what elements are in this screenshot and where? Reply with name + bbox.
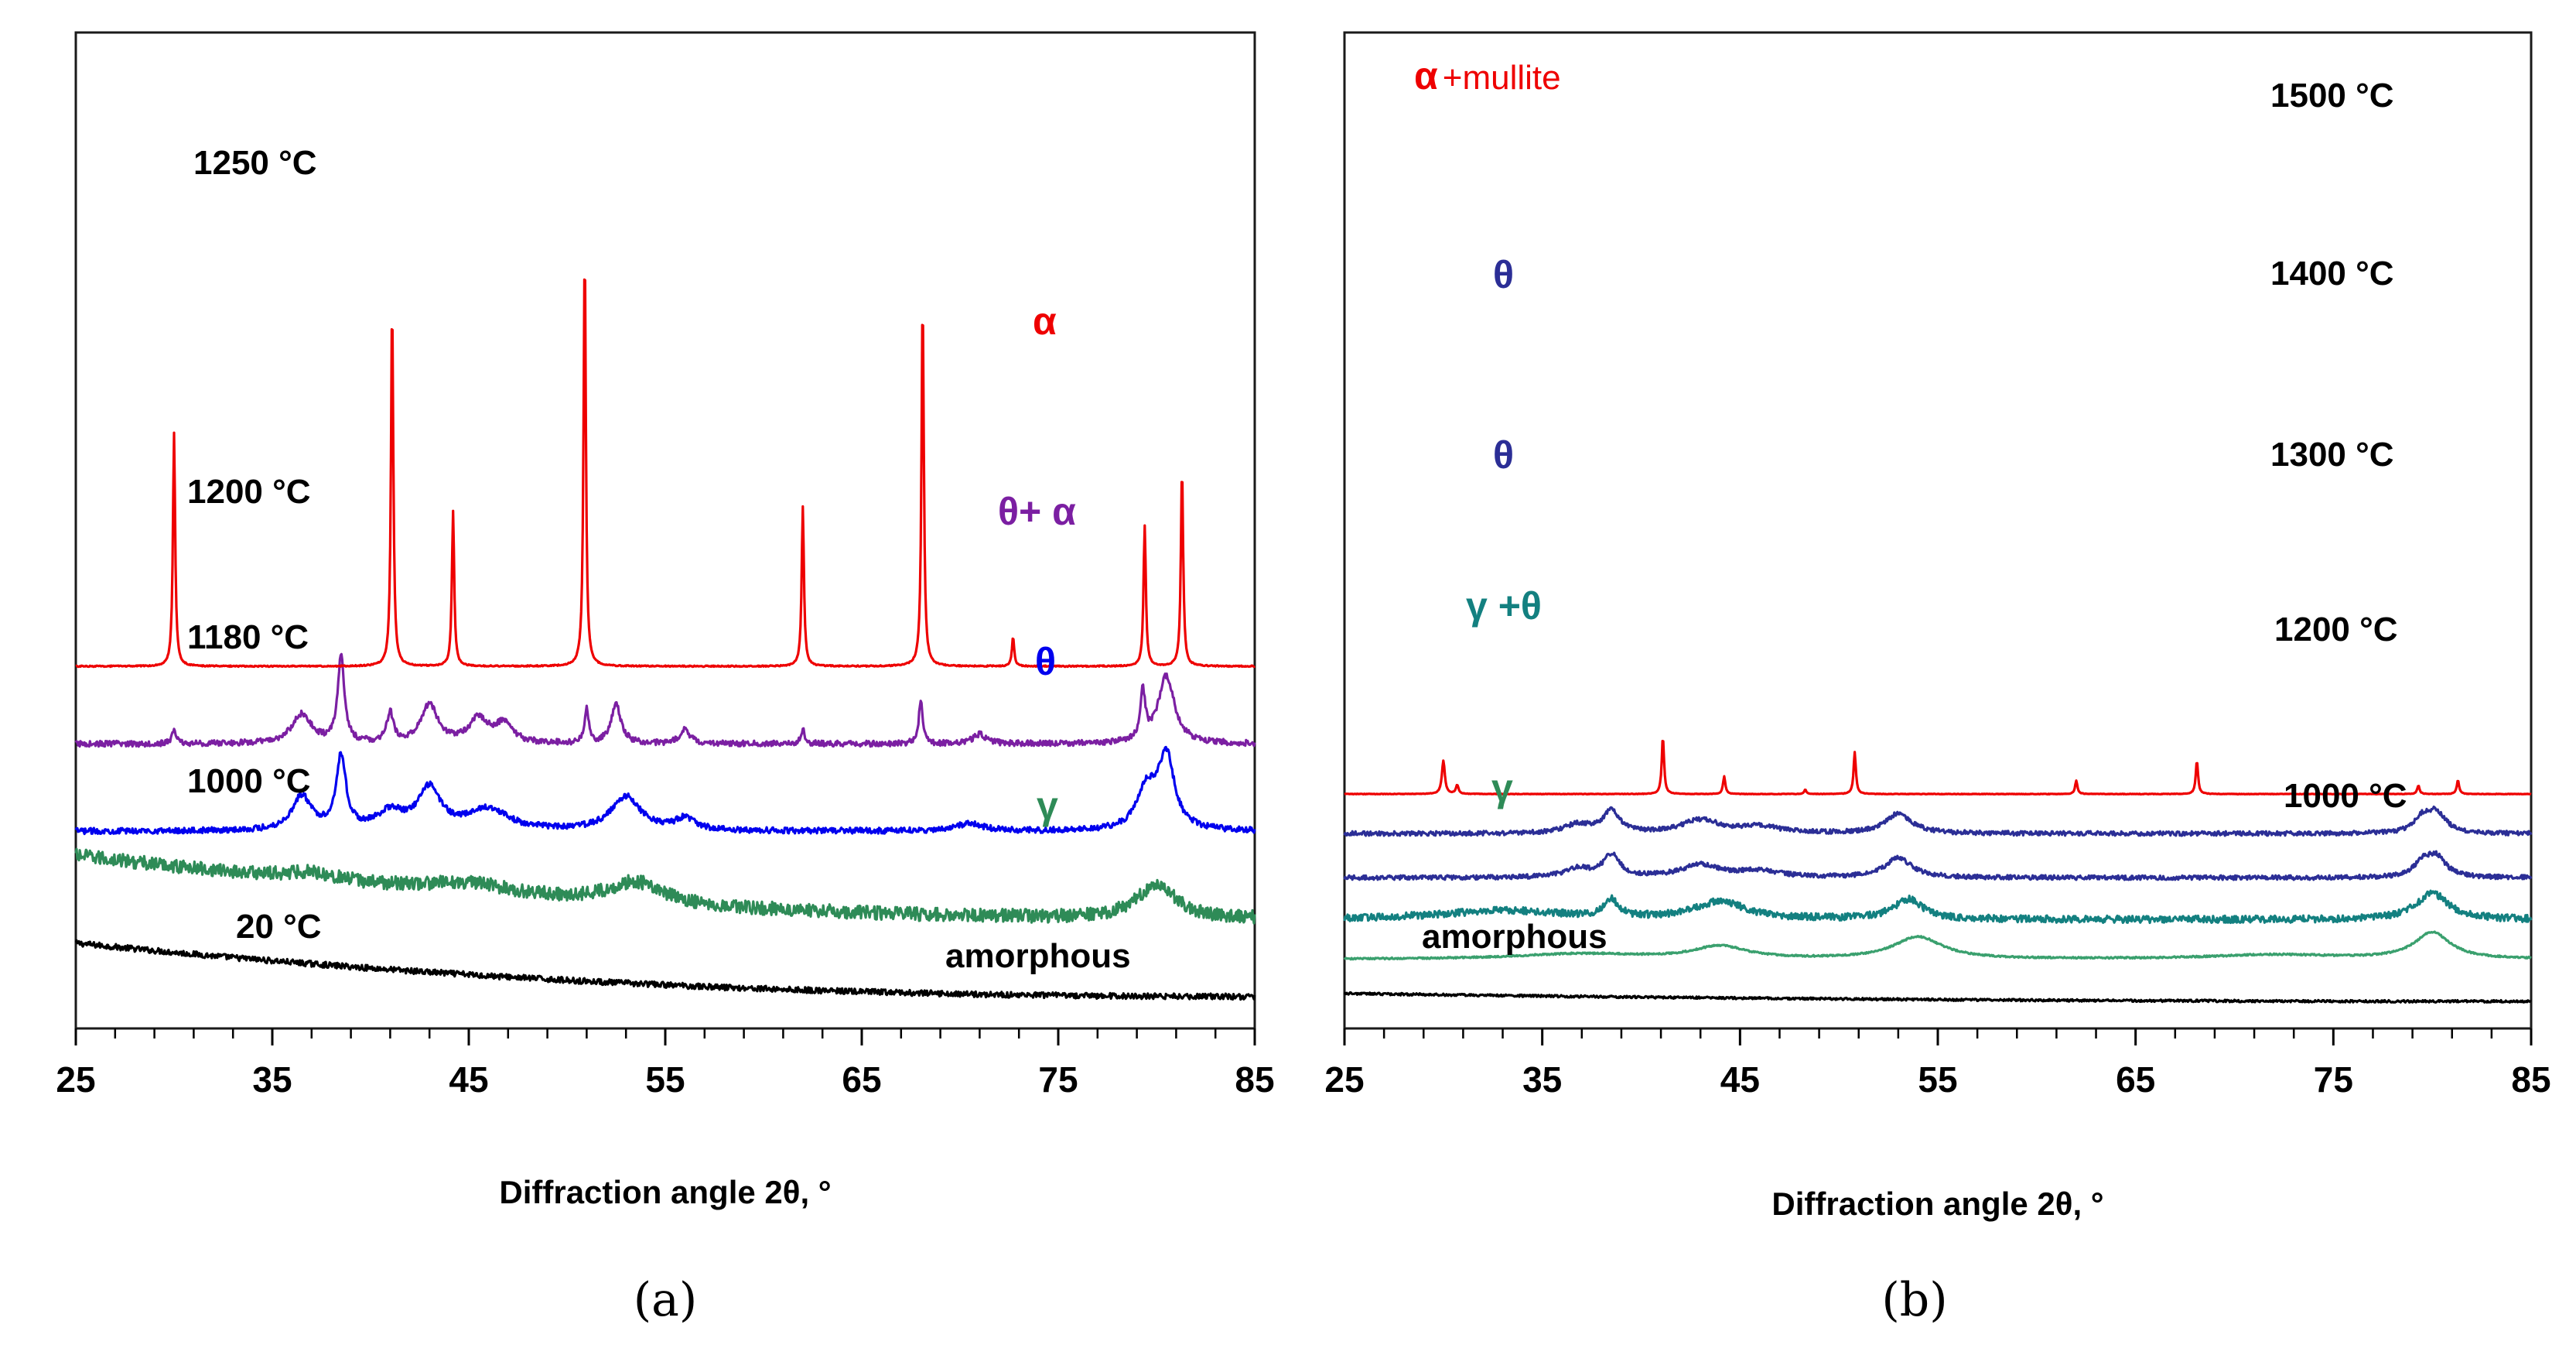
panel-a-phase-amorphous: amorphous [945,937,1131,975]
panel-a-label-1180: 1180 °C [187,618,309,656]
panel-a-label-1250: 1250 °C [193,144,316,182]
panel-a-x-tick-label: 55 [645,1059,685,1100]
panel-b-trace-1400-c [1343,806,2533,837]
panel-b-x-tick-label: 45 [1720,1059,1760,1100]
panel-b-x-tick-label: 55 [1918,1059,1957,1100]
panel-a-x-tick-label: 35 [252,1059,292,1100]
panel-b-x-axis-title: Diffraction angle 2θ, ° [1771,1186,2103,1222]
panel-a-label-20: 20 °C [236,908,322,946]
panel-a-label-1200: 1200 °C [187,473,310,511]
panel-b-label-1200: 1200 °C [2274,611,2397,648]
panel-a-phase-gamma: γ [1037,784,1058,827]
panel-b-label-1500: 1500 °C [2270,77,2393,115]
panel-a-trace-1250-c [75,278,1256,669]
panel-a-x-tick-label: 75 [1038,1059,1078,1100]
panel-b-x-tick-label: 75 [2314,1059,2353,1100]
panel-b-x-tick-label: 25 [1324,1059,1364,1100]
panel-a-x-axis-title: Diffraction angle 2θ, ° [499,1174,831,1210]
panel-b-phase-gamma: γ [1491,766,1513,809]
panel-a-x-tick-label: 25 [56,1059,95,1100]
panel-a-x-tick-label: 85 [1235,1059,1274,1100]
panel-b-traces [1343,740,2533,1004]
panel-a: 25 35 45 55 65 75 85 1250 °C 1200 °C 1180 °C 1… [56,31,1275,1327]
panel-b-trace-room-temperature [1343,991,2532,1004]
panel-b-phase-theta-1300: θ [1493,433,1514,477]
panel-b: 25 35 45 55 65 75 85 1500 °C 1400 °C 1300 °C 1… [1324,31,2551,1327]
panel-b-phase-amorphous: amorphous [1422,918,1607,956]
panel-b-trace-1200-c [1343,889,2533,925]
panel-a-caption: (a) [634,1273,698,1327]
panel-a-trace-20-c [74,939,1256,1001]
panel-a-x-tick-label: 65 [842,1059,881,1100]
panel-b-label-1000: 1000 °C [2284,777,2407,815]
panel-b-phase-gamma-theta: γ +θ [1466,584,1542,628]
panel-a-trace-1180-c [74,745,1256,836]
panel-a-phase-theta: θ [1035,640,1056,683]
panel-b-x-tick-label: 35 [1522,1059,1562,1100]
panel-a-label-1000: 1000 °C [187,762,310,800]
panel-b-label-1300: 1300 °C [2270,436,2393,474]
panel-b-phase-alpha: α [1414,54,1438,98]
panel-b-trace-1000-c [1343,930,2532,961]
panel-b-trace-1500-c [1344,740,2532,796]
panel-a-trace-1200-c [74,652,1256,748]
panel-b-x-tick-label: 85 [2511,1059,2550,1100]
panel-a-phase-theta-alpha: θ+ α [998,490,1076,533]
panel-b-phase-alpha-mullite: α +mullite [1414,54,1561,98]
panel-b-phase-mullite: +mullite [1443,59,1561,97]
panel-a-phase-alpha: α [1033,299,1057,343]
panel-b-caption: (b) [1881,1273,1947,1327]
panel-b-x-axis: 25 35 45 55 65 75 85 [1324,1028,2551,1100]
panel-b-x-tick-label: 65 [2116,1059,2155,1100]
panel-b-phase-theta-1400: θ [1493,253,1514,296]
panel-a-x-tick-label: 45 [449,1059,488,1100]
panel-b-trace-1300-c [1343,850,2533,881]
panel-a-plot-area [74,31,1256,1030]
panel-a-x-axis: 25 35 45 55 65 75 85 [56,1028,1275,1100]
panel-b-label-1400: 1400 °C [2270,255,2393,293]
panel-a-trace-1000-c [74,847,1256,925]
panel-a-traces [74,278,1256,1001]
